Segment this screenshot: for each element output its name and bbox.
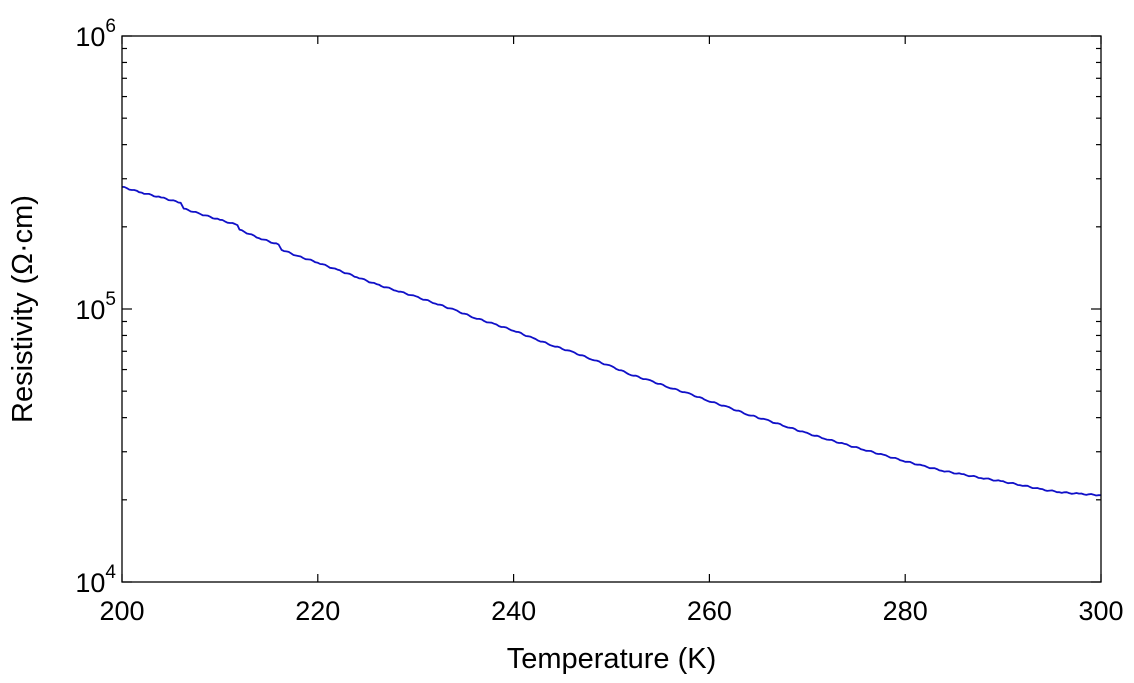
y-axis-title: Resistivity (Ω·cm) [7, 195, 39, 423]
axis-ticks [121, 35, 1102, 583]
x-tick-label: 200 [99, 596, 144, 626]
x-tick-label: 260 [687, 596, 732, 626]
y-tick-label: 104 [75, 562, 116, 598]
tick-labels: 200 220 240 260 280 300 104 105 106 [75, 16, 1123, 626]
x-tick-label: 280 [883, 596, 928, 626]
resistivity-series-line [121, 186, 1101, 497]
x-tick-label: 220 [295, 596, 340, 626]
x-axis-title: Temperature (K) [507, 643, 717, 675]
x-tick-label: 240 [491, 596, 536, 626]
y-tick-label: 105 [75, 289, 116, 325]
plot-frame [121, 35, 1102, 583]
y-tick-label: 106 [75, 16, 116, 52]
x-tick-label: 300 [1078, 596, 1123, 626]
